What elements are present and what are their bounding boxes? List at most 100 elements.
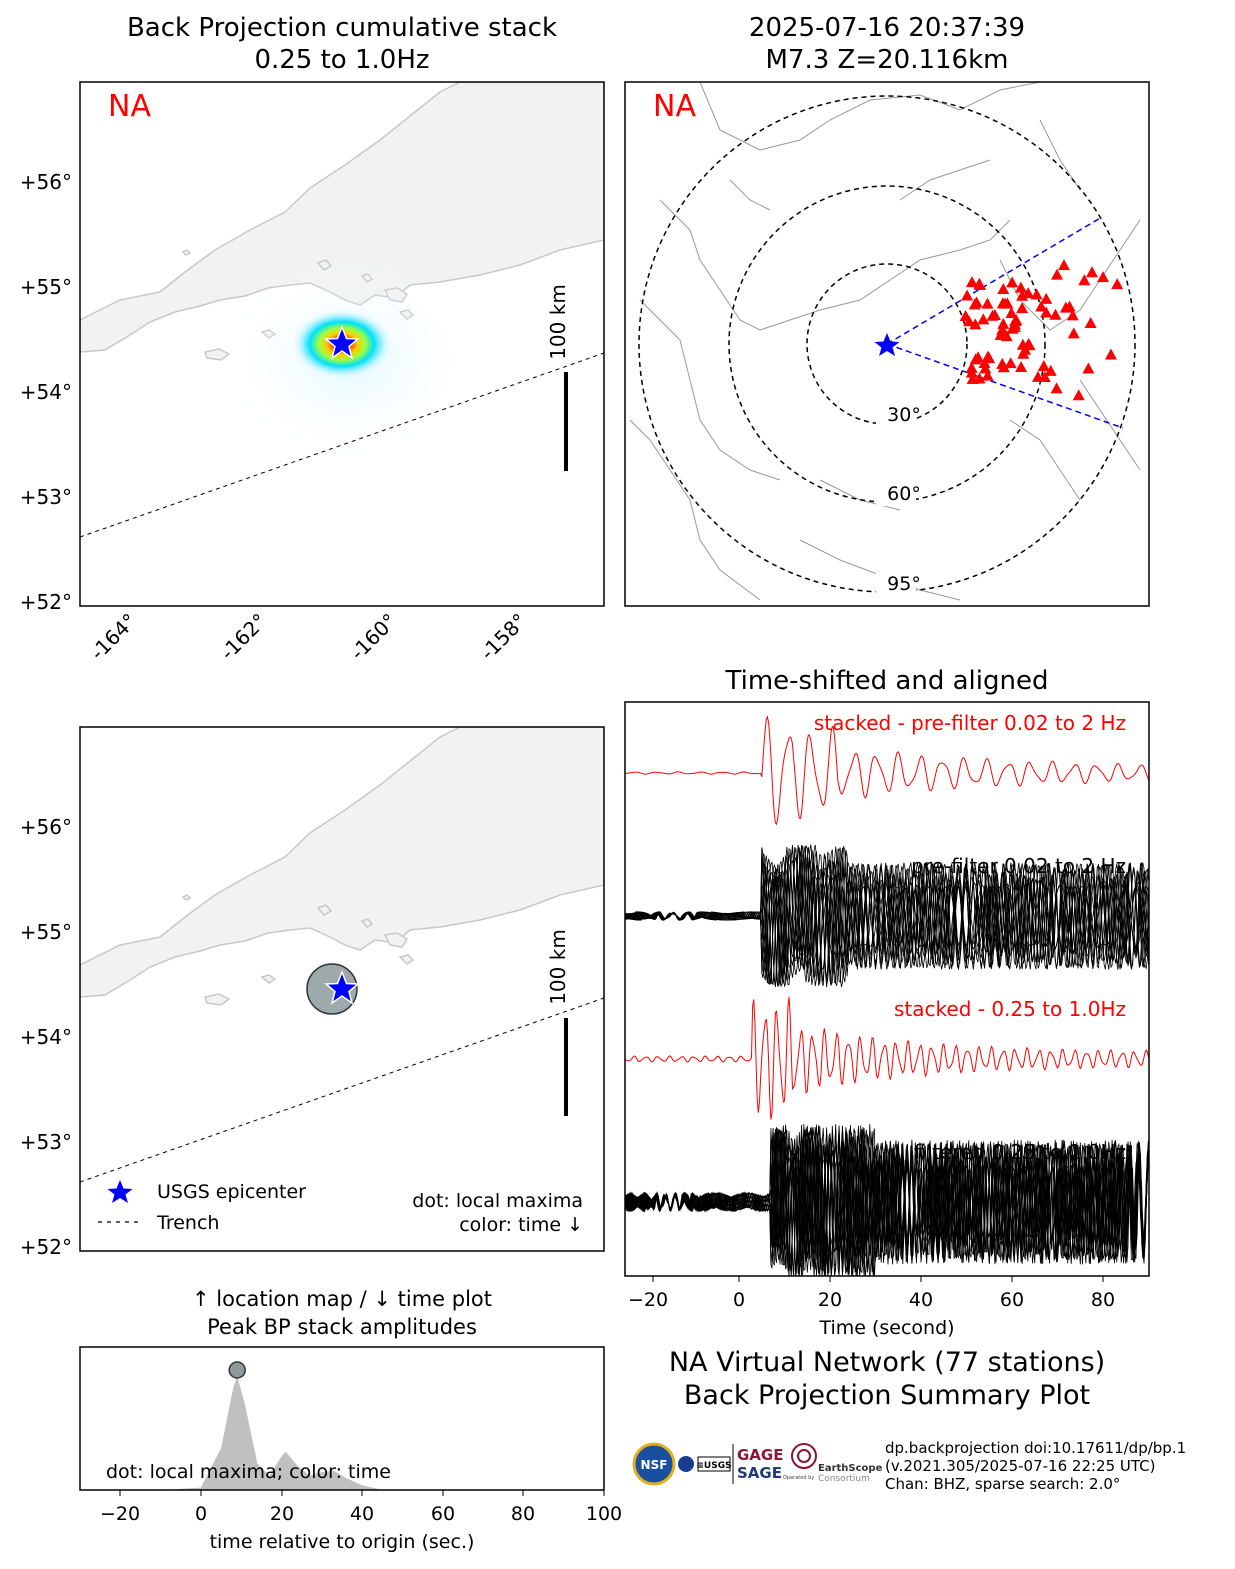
ring-60 <box>728 185 1046 503</box>
x-tick: 40 <box>909 1289 933 1311</box>
logo-strip: NSF ≡USGS GAGE SAGE Operated by EarthSco… <box>632 1442 883 1486</box>
peak-local-maxima <box>228 1361 246 1379</box>
peak-maxima-dot <box>228 1361 246 1379</box>
lat-tick: +54° <box>20 1025 72 1049</box>
station-triangle <box>997 317 1010 329</box>
azimuth-bounds <box>886 216 1124 429</box>
waveform-x-axis: −20 0 20 40 60 80 Time (second) <box>628 1276 1115 1339</box>
lat-tick: +52° <box>20 1235 72 1259</box>
station-markers <box>959 259 1124 401</box>
ring-label-bg <box>876 570 916 596</box>
maxima-map-frame <box>79 726 605 1252</box>
waveform-panel: Time-shifted and aligned stacked - pre-f… <box>624 666 1150 1339</box>
station-triangle <box>1051 268 1064 280</box>
station-triangle <box>1078 274 1091 286</box>
station-triangle <box>996 323 1009 335</box>
label-prefilter: pre-filter 0.02 to 2 Hz <box>911 854 1126 878</box>
station-triangle <box>961 289 974 301</box>
credits-channel: Chan: BHZ, sparse search: 2.0° <box>885 1475 1120 1493</box>
ring-30 <box>806 263 968 425</box>
bp-map-lon-ticks: -164° -162° -160° -158° <box>85 609 531 665</box>
station-triangle <box>1040 292 1053 304</box>
station-triangle <box>1031 370 1044 382</box>
station-triangle <box>1084 317 1097 329</box>
station-triangle <box>959 309 972 321</box>
station-triangle <box>1044 364 1057 376</box>
station-triangle <box>1049 308 1062 320</box>
peak-plot-title-line1: ↑ location map / ↓ time plot <box>192 1287 492 1311</box>
x-tick: 0 <box>733 1289 745 1311</box>
station-triangle <box>1059 301 1072 313</box>
x-tick: 80 <box>1091 1289 1115 1311</box>
ring-label-30: 30° <box>887 404 921 426</box>
operated-by-text: Operated by <box>783 1475 814 1481</box>
maxima-map-panel: 100 km USGS epicenter Trench dot: local … <box>20 726 605 1259</box>
x-tick: 20 <box>270 1503 294 1525</box>
station-triangle <box>1015 360 1028 372</box>
label-filtered: filtered 0.25 to 1.0Hz <box>914 1140 1126 1164</box>
peak-plot-note: dot: local maxima; color: time <box>106 1461 391 1483</box>
legend-trench-label: Trench <box>156 1212 219 1234</box>
summary-block: NA Virtual Network (77 stations) Back Pr… <box>669 1347 1105 1411</box>
station-triangle <box>1072 389 1085 401</box>
earthscope-logo-icon: Operated by EarthScope Consortium <box>783 1443 883 1484</box>
credits-version: (v.2021.305/2025-07-16 22:25 UTC) <box>885 1457 1155 1475</box>
station-triangle <box>969 353 982 365</box>
waveform-title: Time-shifted and aligned <box>725 666 1049 696</box>
station-triangle <box>1097 271 1110 283</box>
lat-tick: +55° <box>20 275 72 299</box>
peak-amplitude-area <box>160 1376 383 1490</box>
credits-block: dp.backprojection doi:10.17611/dp/bp.1 (… <box>885 1439 1186 1493</box>
event-datetime: 2025-07-16 20:37:39 <box>749 13 1025 43</box>
station-triangle <box>1019 343 1032 355</box>
waveform-trace <box>625 845 1149 988</box>
x-tick: 40 <box>350 1503 374 1525</box>
station-triangle <box>969 318 982 330</box>
waveform-trace <box>625 1124 1149 1276</box>
station-triangle <box>978 357 991 369</box>
ring-label-bg <box>876 480 916 506</box>
station-triangle <box>1035 300 1048 312</box>
station-triangle <box>997 361 1010 373</box>
azimuth-bound-line <box>886 216 1103 345</box>
global-map-frame <box>624 81 1150 607</box>
bp-map-frame <box>79 81 605 607</box>
bp-map-panel: Back Projection cumulative stack 0.25 to… <box>20 13 605 665</box>
epicenter-star-icon <box>324 969 360 1005</box>
bp-map-lat-ticks: +56° +55° +54° +53° +52° <box>20 170 72 614</box>
station-triangle <box>1057 259 1070 271</box>
station-triangle <box>981 297 994 309</box>
station-triangle <box>1022 287 1035 299</box>
x-tick: 20 <box>818 1289 842 1311</box>
usgs-logo-icon: ≡USGS <box>696 1456 732 1472</box>
x-tick: −20 <box>100 1503 140 1525</box>
peak-plot-frame <box>79 1346 605 1491</box>
x-tick: 80 <box>511 1503 535 1525</box>
waveform-trace <box>625 846 1149 985</box>
global-map-panel: 2025-07-16 20:37:39 M7.3 Z=20.116km <box>624 13 1150 607</box>
station-triangle <box>965 276 978 288</box>
nsf-text: NSF <box>641 1458 668 1472</box>
x-tick: −20 <box>628 1289 668 1311</box>
station-triangle <box>1067 327 1080 339</box>
sage-text: SAGE <box>737 1464 782 1482</box>
credits-doi: dp.backprojection doi:10.17611/dp/bp.1 <box>885 1439 1186 1457</box>
consortium-text: Consortium <box>818 1474 870 1484</box>
ring-label-bg <box>876 400 916 426</box>
maxima-map-lat-ticks: +56° +55° +54° +53° +52° <box>20 815 72 1259</box>
lon-tick: -164° <box>85 609 141 665</box>
station-triangle <box>1050 382 1063 394</box>
station-triangle <box>1104 348 1117 360</box>
bp-map-title-line2: 0.25 to 1.0Hz <box>254 45 429 75</box>
station-triangle <box>1066 309 1079 321</box>
station-triangle <box>1016 302 1029 314</box>
x-tick: 60 <box>431 1503 455 1525</box>
lat-tick: +53° <box>20 1130 72 1154</box>
x-tick: 0 <box>195 1503 207 1525</box>
station-triangle <box>1030 288 1043 300</box>
nsf-logo-icon: NSF <box>632 1442 676 1486</box>
lat-tick: +53° <box>20 485 72 509</box>
peak-plot-title-line2: Peak BP stack amplitudes <box>207 1315 477 1339</box>
station-triangle <box>1004 357 1017 369</box>
legend-star-icon <box>107 1180 133 1203</box>
